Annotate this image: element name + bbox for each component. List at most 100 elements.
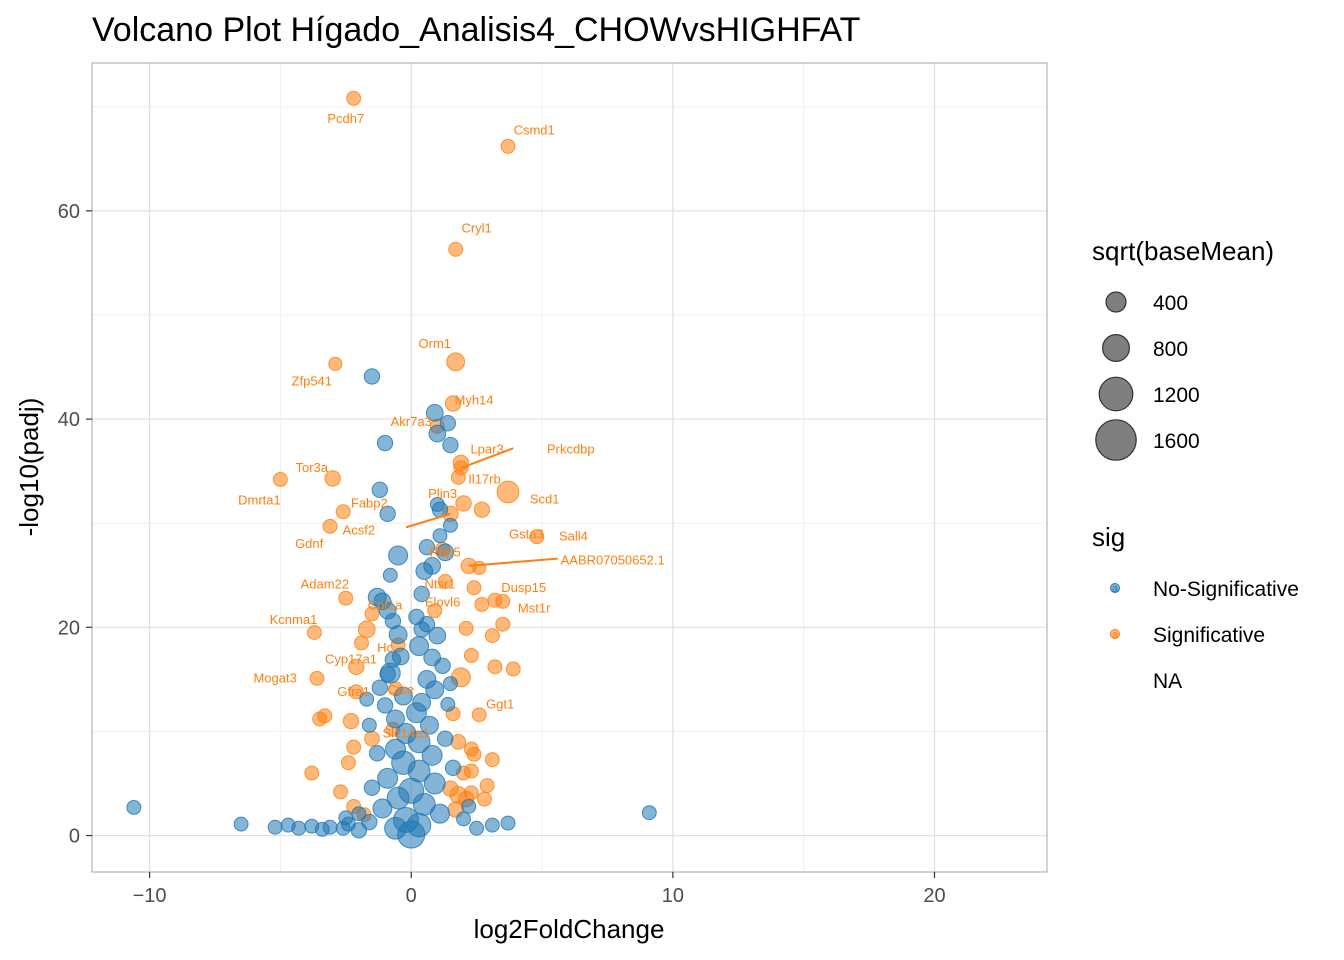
legend-color-key [1110,583,1120,593]
point-no-significative [363,368,381,385]
point-no-significative [444,759,462,777]
y-axis-title: -log10(padj) [14,398,44,537]
point-no-significative [338,810,354,826]
gene-label-gfra1: Gfra1 [337,684,370,699]
point-significative [448,241,464,257]
point-no-significative [442,436,459,454]
point-significative [487,659,503,675]
point-significative [342,712,360,730]
x-tick-label: 0 [406,885,417,907]
point-no-significative [442,676,458,692]
legend-size-label: 400 [1153,292,1188,315]
point-no-significative [440,696,456,712]
point-significative [500,138,516,154]
point-no-significative [291,820,307,836]
point-significative [473,501,491,518]
legend-size-label: 1200 [1153,384,1200,407]
point-no-significative [412,692,432,712]
y-tick-label: 20 [58,617,80,639]
point-no-significative [379,505,396,523]
point-significative [324,470,341,487]
point-significative [335,504,351,520]
point-no-significative [371,679,389,696]
gene-label-orm1: Orm1 [419,336,452,351]
point-significative [458,620,474,636]
point-significative [357,620,376,639]
point-significative [348,684,364,700]
point-significative [446,352,466,372]
point-no-significative [233,816,249,832]
legend-color-label: Significative [1153,624,1265,647]
y-tick-label: 0 [69,826,80,848]
point-significative [484,628,500,644]
point-no-significative [126,799,142,815]
gene-label-mogat3: Mogat3 [253,670,296,685]
gene-label-kcnma1: Kcnma1 [270,612,318,627]
gene-label-myh14: Myh14 [454,392,493,407]
point-significative [346,90,362,106]
point-significative [463,785,479,801]
point-no-significative [388,545,409,566]
y-tick-label: 40 [58,409,80,431]
point-no-significative [361,717,377,733]
gene-label-il17rb: Il17rb [468,471,501,486]
legend-color-key [1110,629,1120,639]
legend-size-key [1101,334,1130,363]
point-significative [477,791,492,807]
gene-label-cpt1a: Cpt1a [368,597,403,612]
gene-label-zfp541: Zfp541 [292,374,332,389]
legend-size-label: 800 [1153,338,1188,361]
x-tick-label: −10 [133,885,167,907]
legend-size-entries: 400 800 1200 1600 [1095,291,1200,461]
point-no-significative [420,715,439,735]
panel-background [92,63,1047,872]
point-no-significative [436,543,455,562]
point-significative [437,574,453,589]
point-significative [471,707,487,723]
point-no-significative [418,538,436,556]
point-significative [463,647,479,663]
gene-label-sall4: Sall4 [559,529,588,544]
point-no-significative [372,798,393,819]
point-no-significative [412,792,436,816]
point-significative [466,580,482,596]
legend-color-label: NA [1153,670,1182,693]
point-significative [495,616,511,632]
point-significative [529,529,545,545]
gene-labels: Pcdh7 Csmd1 Cryl1 Orm1 Zfp541 Myh14 Akr7a3 Lpar… [238,111,665,740]
label-connector [460,447,514,469]
point-significative [496,480,520,504]
gene-label-csmd1: Csmd1 [514,123,555,138]
point-no-significative [376,434,394,452]
legend-size-label: 1600 [1153,430,1200,453]
point-no-significative [322,819,338,835]
point-significative [306,625,322,640]
point-no-significative [384,612,402,630]
point-no-significative [641,805,657,821]
point-significative [338,590,354,606]
point-no-significative [434,657,451,675]
legend-size-key [1098,376,1134,412]
point-significative [505,661,521,677]
point-no-significative [361,813,378,831]
gene-label-lpar3: Lpar3 [470,441,503,456]
gene-label-rbp5: Rbp5 [430,544,461,559]
label-connectors [405,447,558,567]
legend-color-label: No-Significative [1153,578,1299,601]
point-significative [474,596,490,612]
gene-label-gsta3: Gsta3 [509,527,544,542]
gene-label-cryl1: Cryl1 [461,221,491,236]
gene-label-plin3: Plin3 [428,486,457,501]
point-no-significative [395,723,417,745]
gene-label-elovl6: Elovl6 [425,594,460,609]
label-connector [468,557,558,567]
gene-label-dusp15: Dusp15 [501,580,546,595]
point-significative [304,765,320,781]
point-no-significative [413,585,430,603]
point-no-significative [371,481,389,499]
point-no-significative [406,812,432,838]
y-tick-label: 60 [58,201,80,223]
x-tick-label: 20 [923,885,945,907]
point-significative [340,755,356,771]
